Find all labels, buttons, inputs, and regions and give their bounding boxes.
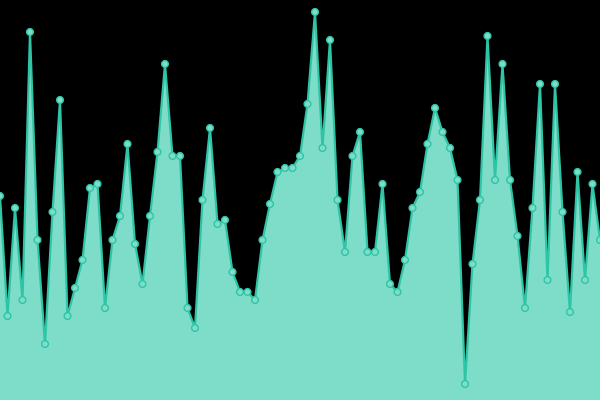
- data-point-marker: [205, 123, 215, 133]
- data-point-marker: [18, 295, 27, 305]
- data-point-marker: [190, 323, 200, 333]
- data-point-marker: [475, 195, 485, 205]
- data-point-marker: [483, 31, 492, 41]
- data-point-marker: [3, 311, 12, 321]
- data-point-marker: [138, 279, 147, 289]
- data-point-marker: [100, 303, 110, 313]
- data-point-marker: [438, 127, 447, 137]
- data-point-marker: [130, 239, 140, 249]
- data-point-marker: [550, 79, 560, 89]
- data-point-marker: [595, 235, 600, 245]
- data-point-marker: [288, 163, 297, 173]
- data-point-marker: [63, 311, 72, 321]
- data-point-marker: [55, 95, 65, 105]
- data-point-marker: [580, 275, 590, 285]
- data-point-marker: [40, 339, 50, 349]
- data-point-marker: [235, 287, 245, 297]
- data-point-marker: [430, 103, 440, 113]
- data-point-marker: [145, 211, 155, 221]
- data-point-marker: [445, 143, 455, 153]
- data-point-marker: [295, 151, 305, 161]
- data-point-marker: [48, 207, 57, 217]
- data-point-marker: [175, 151, 185, 161]
- data-point-marker: [573, 167, 582, 177]
- data-point-marker: [0, 191, 5, 201]
- data-point-marker: [340, 247, 350, 257]
- data-point-marker: [498, 59, 507, 69]
- data-point-marker: [565, 307, 575, 317]
- data-point-marker: [348, 151, 357, 161]
- data-point-marker: [528, 203, 537, 213]
- data-point-marker: [355, 127, 365, 137]
- area-fill-path: [0, 12, 600, 400]
- data-point-marker: [85, 183, 95, 193]
- data-point-marker: [318, 143, 327, 153]
- data-point-marker: [385, 279, 395, 289]
- data-point-marker: [535, 79, 545, 89]
- data-point-marker: [393, 287, 402, 297]
- data-point-marker: [363, 247, 372, 257]
- data-point-marker: [123, 139, 132, 149]
- data-point-marker: [93, 179, 102, 189]
- data-point-marker: [460, 379, 470, 389]
- data-point-marker: [513, 231, 522, 241]
- data-point-marker: [115, 211, 125, 221]
- data-point-marker: [250, 295, 260, 305]
- data-point-marker: [415, 187, 425, 197]
- data-point-marker: [168, 151, 177, 161]
- data-point-marker: [453, 175, 462, 185]
- data-point-marker: [78, 255, 87, 265]
- data-point-marker: [213, 219, 222, 229]
- data-point-marker: [108, 235, 117, 245]
- data-point-marker: [468, 259, 477, 269]
- data-point-marker: [325, 35, 335, 45]
- data-point-marker: [370, 247, 380, 257]
- data-point-marker: [505, 175, 515, 185]
- data-point-marker: [303, 99, 312, 109]
- data-point-marker: [228, 267, 237, 277]
- data-point-marker: [160, 59, 170, 69]
- data-point-marker: [273, 167, 282, 177]
- data-point-marker: [258, 235, 267, 245]
- data-point-marker: [333, 195, 342, 205]
- data-point-marker: [423, 139, 432, 149]
- data-point-marker: [10, 203, 20, 213]
- data-point-marker: [588, 179, 597, 189]
- data-point-marker: [153, 147, 162, 157]
- data-point-marker: [265, 199, 275, 209]
- data-point-marker: [198, 195, 207, 205]
- data-point-marker: [558, 207, 567, 217]
- data-point-markers: [0, 7, 600, 389]
- data-point-marker: [280, 163, 290, 173]
- data-point-marker: [25, 27, 35, 37]
- data-point-marker: [543, 275, 552, 285]
- data-point-marker: [183, 303, 192, 313]
- data-point-marker: [310, 7, 320, 17]
- data-point-marker: [490, 175, 500, 185]
- data-point-marker: [408, 203, 417, 213]
- data-point-marker: [70, 283, 80, 293]
- data-point-marker: [33, 235, 42, 245]
- data-point-marker: [243, 287, 252, 297]
- data-point-marker: [400, 255, 410, 265]
- data-point-marker: [220, 215, 230, 225]
- data-point-marker: [378, 179, 387, 189]
- data-point-marker: [520, 303, 530, 313]
